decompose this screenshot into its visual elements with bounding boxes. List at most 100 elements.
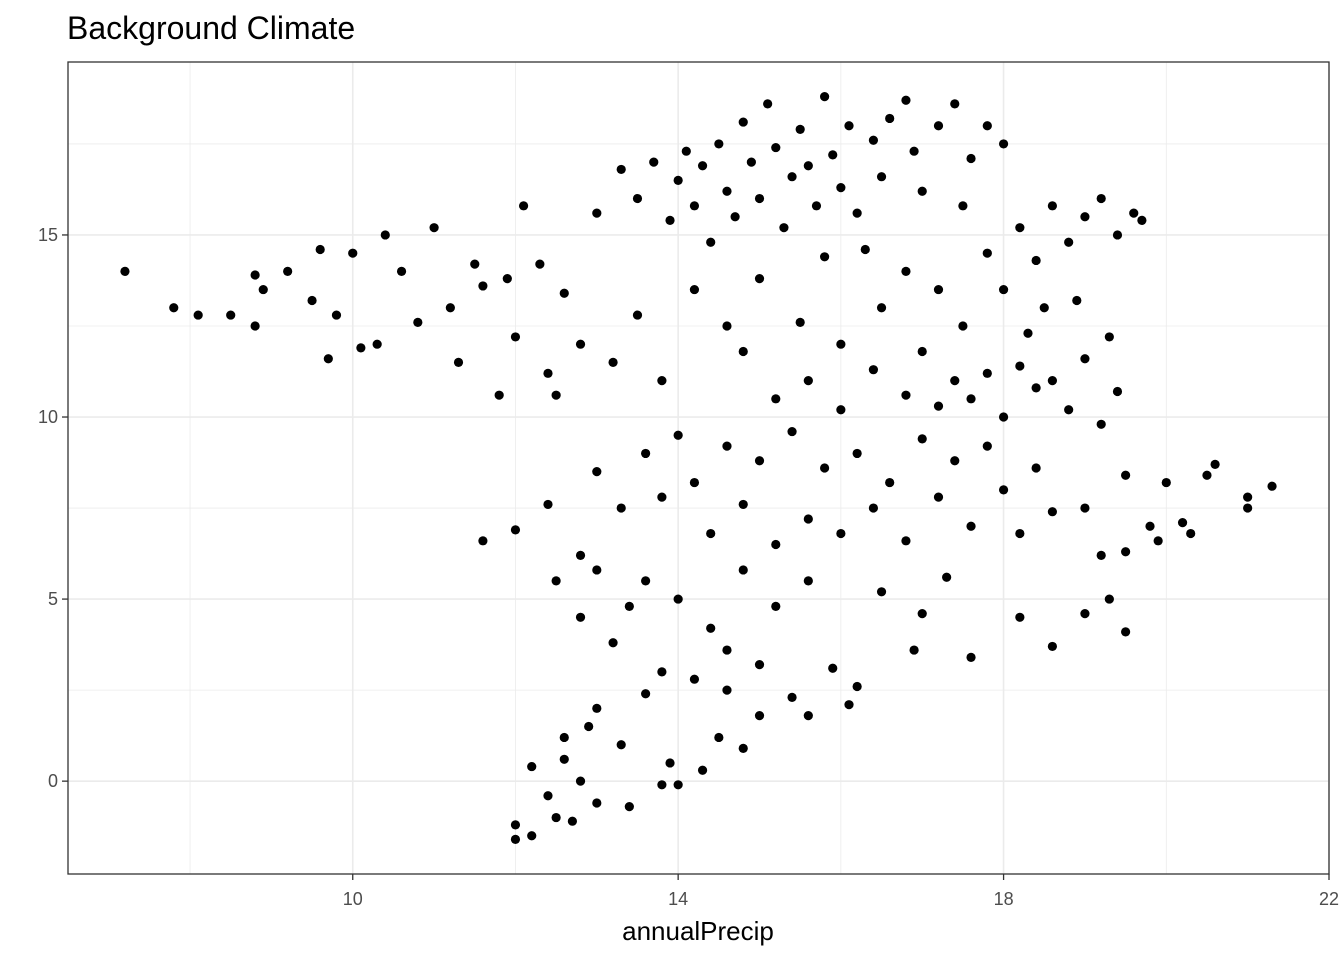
point [307,295,317,306]
point [998,139,1009,149]
point [852,448,862,459]
point [250,321,260,331]
point [193,310,203,320]
point [909,146,919,156]
point [917,609,927,619]
point [697,765,708,775]
point [1064,237,1074,247]
point [226,310,236,320]
point [250,270,260,280]
point [803,514,813,524]
point [933,401,944,411]
point [478,281,488,291]
point [771,394,781,404]
point [876,303,887,313]
point [836,405,846,415]
point [1121,547,1131,557]
point [551,390,561,400]
point [608,357,618,368]
point [518,201,529,211]
point [673,430,683,440]
point [1243,492,1253,502]
point [356,343,366,353]
point [803,576,813,586]
point [1112,230,1123,240]
point [1202,470,1212,480]
point [771,142,781,153]
point [510,332,521,342]
point [828,150,838,160]
point [901,390,911,400]
point [1137,215,1147,225]
point [657,780,667,790]
point [754,274,765,284]
point [982,368,992,378]
point [811,201,822,211]
point [1267,481,1277,491]
point [1023,328,1033,338]
point [1121,627,1131,637]
point [657,667,667,677]
point [632,310,643,320]
point [714,139,724,149]
point [372,339,382,349]
point [283,266,293,276]
point [738,346,748,357]
point [998,485,1009,495]
point [933,492,944,502]
point [1210,459,1220,469]
point [998,412,1009,422]
point [413,317,423,327]
point [868,503,879,513]
point [1104,332,1114,342]
point [828,663,838,673]
point [592,208,602,218]
point [331,310,342,320]
point [868,365,879,375]
point [885,477,895,488]
point [982,441,992,451]
point [860,244,870,255]
point [632,193,643,204]
point [1031,463,1041,473]
point [933,284,944,295]
point [1096,193,1106,204]
point [559,732,569,743]
point [836,528,846,539]
point [844,700,854,710]
x-axis-label: annualPrecip [622,916,774,946]
point [1177,518,1188,528]
point [917,186,927,196]
point [754,193,765,204]
point [1031,255,1041,266]
point [689,201,700,211]
point [738,565,748,575]
point [966,153,976,164]
point [559,288,569,298]
point [1015,223,1025,233]
point [1096,550,1106,560]
point [616,740,626,750]
point [820,91,830,102]
point [510,820,521,830]
point [942,572,952,582]
point [681,146,691,156]
point [1039,303,1049,313]
point [657,376,667,386]
point [624,802,634,812]
point [673,594,683,604]
point [575,612,586,622]
point [1015,612,1025,622]
point [575,776,586,786]
point [706,237,716,247]
point [787,692,797,702]
point [1096,419,1106,429]
point [527,831,537,841]
point [543,499,553,510]
point [592,798,602,808]
point [1153,536,1163,546]
point [950,456,960,466]
point [836,183,846,193]
point [982,121,992,131]
point [722,441,732,451]
